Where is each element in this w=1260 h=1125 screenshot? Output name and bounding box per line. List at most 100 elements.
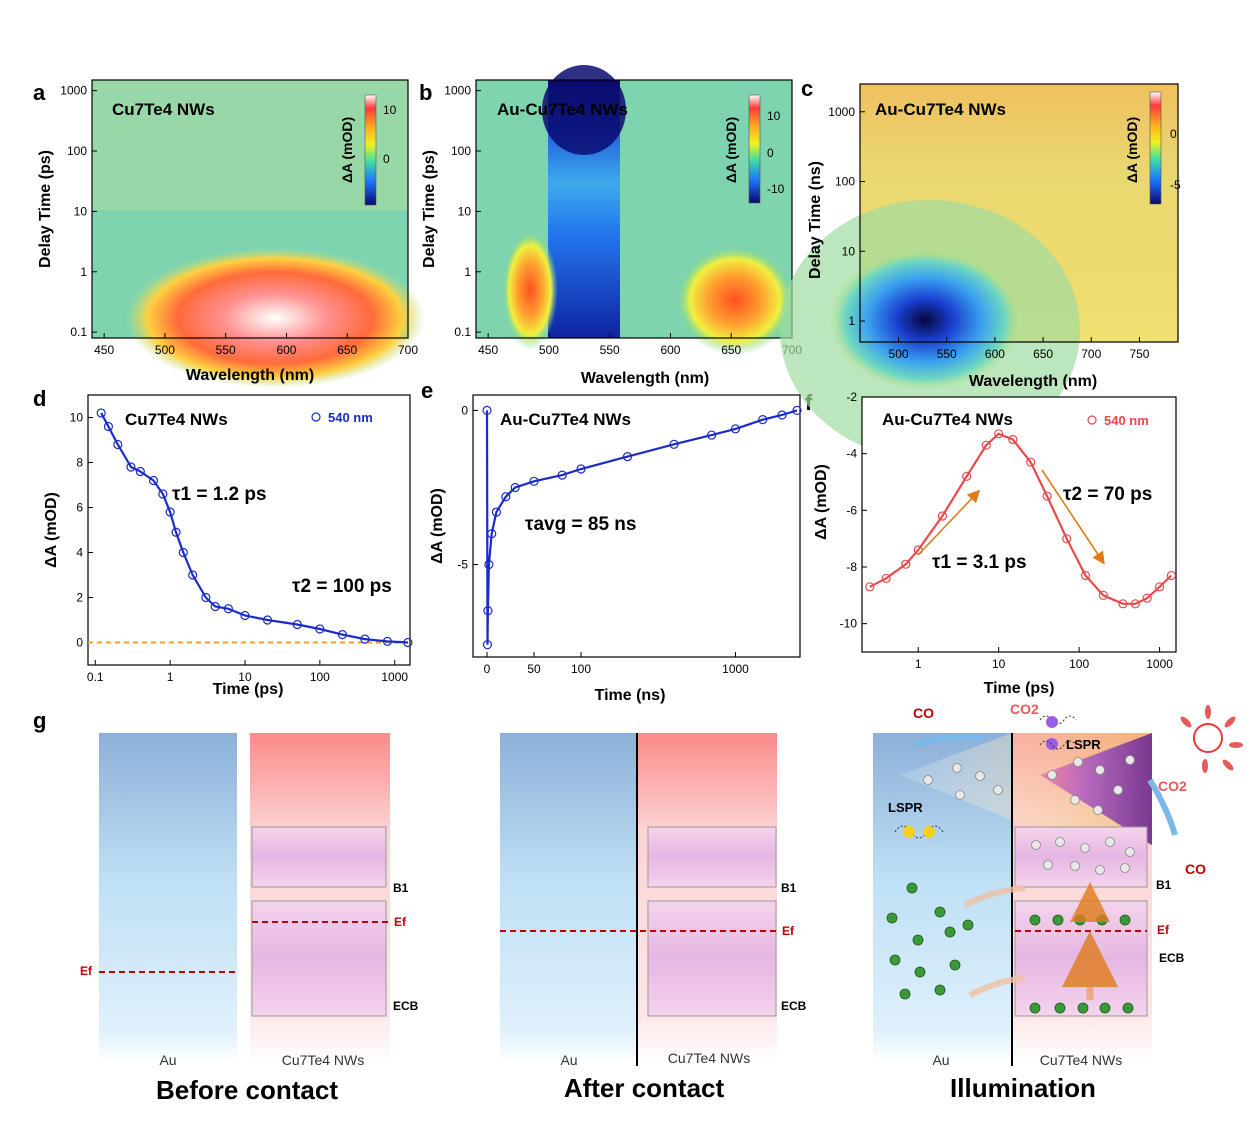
lspr-wave-icon-top [1039,715,1077,750]
hole-dot [906,882,918,894]
plot-f-point [994,429,1004,439]
plot-e-point [622,452,633,462]
before-au-label: Au [159,1052,176,1068]
plot-d-point [96,408,106,418]
plot-e-frame [472,394,801,658]
illum-ef-label: Ef [1157,923,1170,937]
panel-label-d: d [33,386,46,411]
heatmap-a-xtick-label: 650 [337,343,357,357]
plot-e-point [557,470,567,480]
before-ef-left-label: Ef [80,964,93,978]
plot-d-xtick-label: 100 [310,670,330,684]
plot-f-axes: 1 10 100 1000 -2 -4 -6 -8 -10 [840,390,1174,671]
hole-dot [1119,914,1131,926]
heatmap-a-frame [91,79,409,339]
plot-d-ylabel: ΔA (mOD) [43,492,60,568]
plot-d-xtick-label: 1000 [381,670,408,684]
plot-d-frame [87,394,411,666]
electron-dot [1125,755,1135,765]
heatmap-c-frame [859,83,1179,343]
hole-dot [914,966,926,978]
plot-f-point [1118,599,1128,609]
hole-dot [949,959,961,971]
heatmap-b-xlabel: Wavelength (nm) [581,370,709,387]
electron-dot [1105,837,1115,847]
electron-dot [1047,770,1057,780]
heatmap-b-cbar-tick: -10 [767,182,785,196]
electron-dot [1055,837,1065,847]
plot-f-xtick-label: 100 [1069,657,1089,671]
heatmap-c-cbar-label: ΔA (mOD) [1124,117,1140,183]
heatmap-a-upper-tone [92,80,408,210]
plot-d-point [158,489,168,499]
heatmap-b-colorbar [748,94,761,204]
plot-e-point [792,405,802,416]
plot-e-marks [482,405,802,650]
heatmap-b-cbar-label: ΔA (mOD) [723,117,739,183]
electron-dot [975,771,985,781]
illum-co2-right: CO2 [1158,778,1187,794]
plot-f-title: Au-Cu7Te4 NWs [882,410,1013,429]
plot-f-ytick-label: -6 [846,503,857,517]
heatmap-c-ytick-label: 1000 [828,105,855,119]
heatmap-a-xtick-label: 700 [398,343,418,357]
plot-f-point [1080,570,1091,581]
hole-dot [1029,914,1041,926]
sun-icon [1180,705,1243,773]
plot-d: 0.1 1 10 100 1000 0 2 4 6 8 10 Cu7Te4 NWs 540 nm τ… [43,394,413,698]
plot-f-fit-line [869,432,1173,605]
heatmap-c-xtick-label: 750 [1129,347,1149,361]
illum-co-right: CO [1185,861,1206,877]
illum-electrons [923,755,1135,875]
heatmap-a-xtick-label: 450 [94,343,114,357]
plot-e-fit-line [485,409,798,645]
hole-dot [944,926,956,938]
hole-dot [912,934,924,946]
plot-d-point [403,637,413,648]
after-au-label: Au [560,1052,577,1068]
before-lower-box [251,900,387,1017]
illum-b1-label: B1 [1156,878,1172,892]
heatmap-c-cbar-tick: -5 [1170,178,1181,192]
plot-f-legend-marker [1087,415,1097,425]
heatmap-c-ylabel: Delay Time (ns) [807,161,824,279]
plot-e-point [529,476,539,486]
electron-dot [952,763,962,773]
illum-beam-right [1040,733,1152,845]
plot-f-point [1042,491,1052,501]
plot-f-point [881,573,891,583]
electron-dot [1095,865,1105,875]
panel-label-b: b [419,80,432,105]
heatmap-a-ytick-label: 100 [67,144,87,158]
plot-d-point [210,601,220,612]
illum-ecb-label: ECB [1159,951,1185,965]
plot-e-point [487,529,497,539]
plot-d-point [223,604,233,614]
plot-d-ytick-label: 0 [76,636,83,650]
plot-f-frame [861,396,1177,653]
plot-d-point [178,547,188,558]
panel-label-e: e [421,378,433,403]
plot-d-tau1: τ1 = 1.2 ps [172,484,267,505]
electron-dot [1043,860,1053,870]
heatmap-a-ytick-label: 1000 [60,84,87,98]
plot-f-point [901,559,911,569]
electron-dot [1093,805,1103,815]
plot-f-point [937,511,948,521]
heatmap-b-ytick-label: 0.1 [454,325,471,339]
heatmap-b-ylabel: Delay Time (ps) [421,150,438,268]
electron-dot [1080,843,1090,853]
plot-e-point [576,464,586,474]
plot-f-xtick-label: 1000 [1146,657,1173,671]
before-cu-label: Cu7Te4 NWs [282,1052,364,1068]
heatmap-b-band-650 [675,245,795,355]
illum-lspr-left: LSPR [888,800,923,815]
plot-d-legend-marker [311,412,321,422]
plot-d-xlabel: Time (ps) [213,681,284,698]
plot-d-point [188,570,198,580]
heatmap-b-ytick-label: 1000 [444,84,471,98]
heatmap-a-ytick-label: 1 [80,265,87,279]
plot-f-ytick-label: -4 [846,447,857,461]
illum-upper-box [1014,826,1148,888]
before-ecb-label: ECB [393,999,419,1013]
